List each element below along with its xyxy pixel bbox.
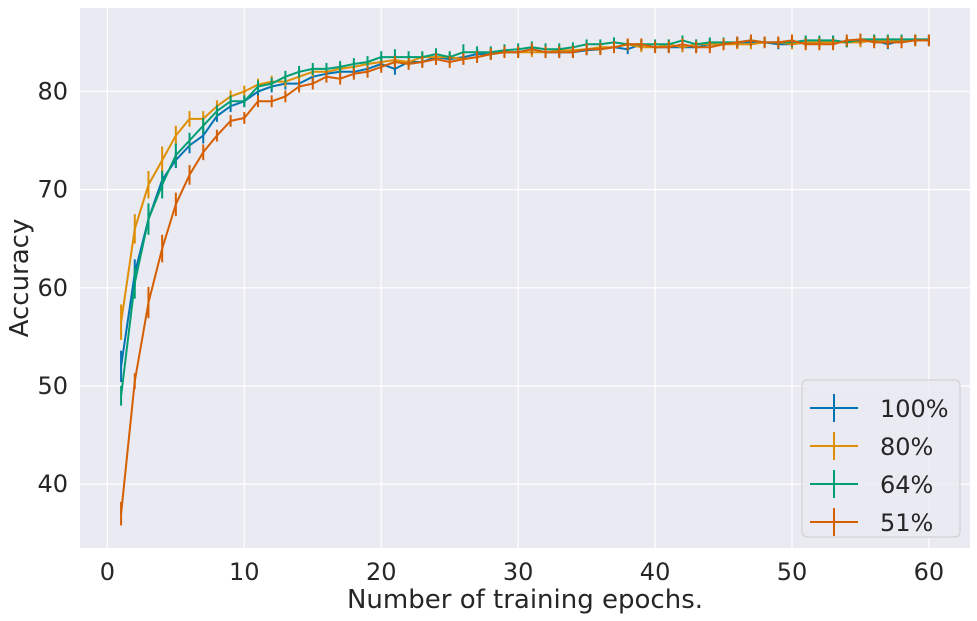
x-tick-label-50: 50 bbox=[777, 558, 808, 586]
series-layer bbox=[120, 33, 930, 526]
series-line-3 bbox=[120, 38, 929, 514]
x-tick-label-20: 20 bbox=[366, 558, 397, 586]
y-axis-title: Accuracy bbox=[5, 219, 35, 338]
legend-frame bbox=[801, 379, 961, 538]
x-tick-label-30: 30 bbox=[503, 558, 534, 586]
grid bbox=[80, 8, 970, 548]
y-tick-label-60: 60 bbox=[37, 274, 68, 302]
y-tick-label-80: 80 bbox=[37, 77, 68, 105]
x-axis-title: Number of training epochs. bbox=[347, 585, 703, 615]
y-tick-label-70: 70 bbox=[37, 176, 68, 204]
x-tick-label-10: 10 bbox=[229, 558, 260, 586]
legend-label-2: 64% bbox=[880, 471, 933, 499]
legend-label-0: 100% bbox=[880, 395, 949, 423]
tick-layer: 0 10 20 30 40 50 60 40 50 60 70 80 bbox=[37, 77, 944, 586]
y-tick-label-40: 40 bbox=[37, 470, 68, 498]
x-tick-label-0: 0 bbox=[100, 558, 115, 586]
series-3 bbox=[120, 33, 930, 526]
legend-label-1: 80% bbox=[880, 433, 933, 461]
y-tick-label-50: 50 bbox=[37, 372, 68, 400]
x-tick-label-60: 60 bbox=[914, 558, 945, 586]
x-tick-label-40: 40 bbox=[640, 558, 671, 586]
series-line-1 bbox=[120, 39, 929, 323]
legend: 100% 80% 64% 51% bbox=[801, 379, 961, 538]
legend-label-3: 51% bbox=[880, 509, 933, 537]
